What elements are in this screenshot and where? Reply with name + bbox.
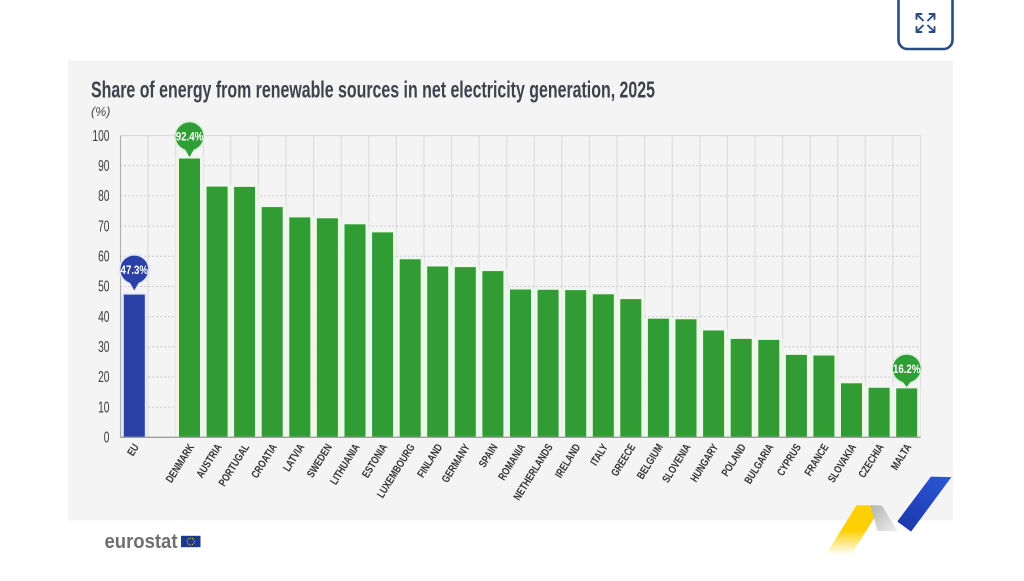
svg-text:60: 60: [98, 249, 110, 266]
svg-text:80: 80: [98, 188, 110, 205]
svg-text:30: 30: [98, 339, 110, 356]
svg-text:eurostat: eurostat: [105, 531, 178, 553]
svg-text:100: 100: [92, 128, 109, 145]
svg-text:Share of energy from renewable: Share of energy from renewable sources i…: [91, 77, 655, 103]
svg-text:90: 90: [98, 158, 110, 175]
svg-text:50: 50: [98, 279, 110, 296]
svg-text:0: 0: [104, 430, 110, 447]
svg-text:92.4%: 92.4%: [176, 130, 204, 144]
svg-text:40: 40: [98, 309, 110, 326]
svg-text:70: 70: [98, 218, 110, 235]
svg-text:EU: EU: [125, 442, 141, 458]
svg-text:16.2%: 16.2%: [893, 362, 921, 376]
svg-text:(%): (%): [91, 105, 110, 119]
svg-text:20: 20: [98, 369, 110, 386]
svg-text:10: 10: [98, 399, 110, 416]
svg-text:47.3%: 47.3%: [121, 263, 149, 277]
